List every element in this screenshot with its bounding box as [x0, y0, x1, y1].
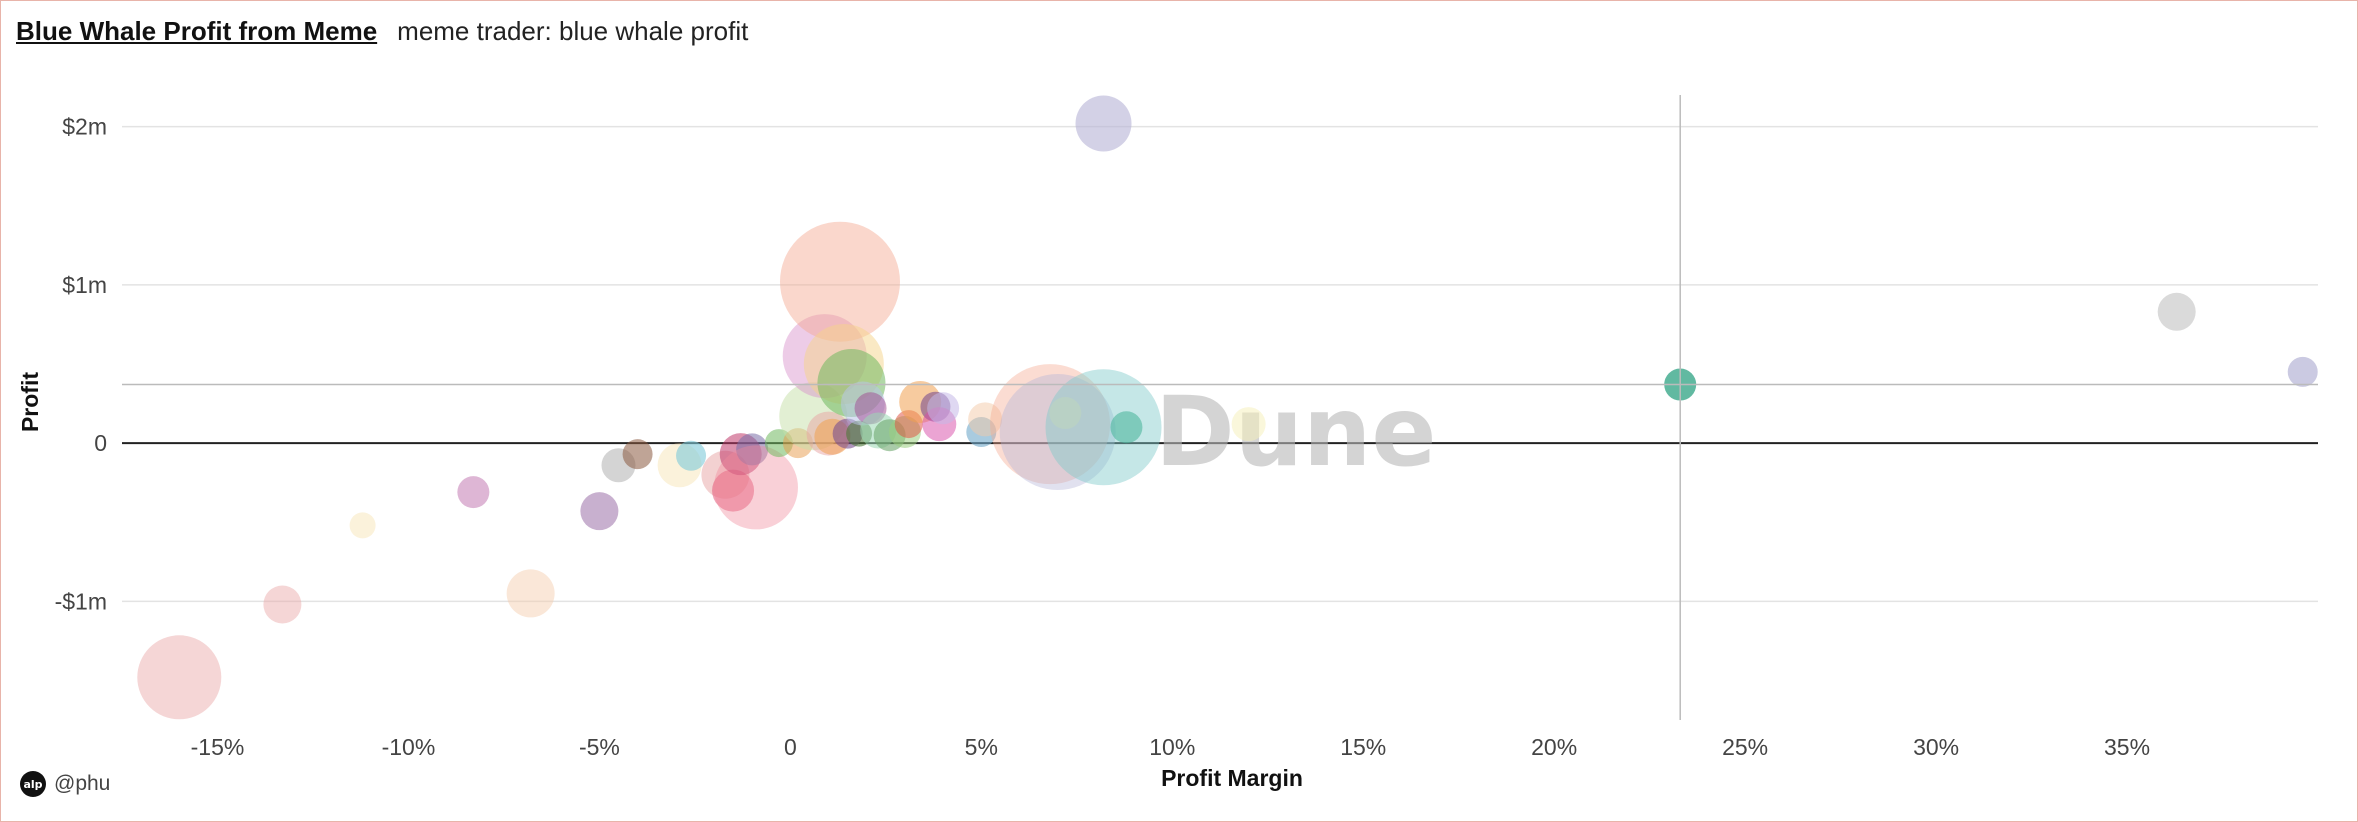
x-axis-ticks: -15% -10% -5% 0 5% 10% 15% 20% 25% 30% 35% [191, 734, 2150, 760]
data-point[interactable] [1231, 407, 1266, 442]
data-point[interactable] [1049, 397, 1082, 430]
chart-title-link[interactable]: Blue Whale Profit from Meme [16, 16, 378, 46]
grid-lines [122, 125, 2318, 603]
data-point[interactable] [779, 221, 900, 342]
data-point[interactable] [736, 433, 769, 466]
data-point[interactable] [990, 364, 1111, 485]
data-point[interactable] [2157, 292, 2196, 331]
dune-watermark: Dune [1155, 376, 1436, 488]
data-point[interactable] [349, 512, 376, 539]
x-tick-label: 5% [965, 734, 998, 760]
y-axis-title: Profit [17, 372, 43, 432]
x-tick-label: 25% [1722, 734, 1768, 760]
x-tick-label: 20% [1531, 734, 1577, 760]
data-point[interactable] [712, 469, 755, 512]
data-point[interactable] [137, 635, 222, 720]
data-point[interactable] [457, 476, 490, 509]
data-point[interactable] [1075, 95, 1132, 152]
footer: alp @phu [20, 771, 110, 797]
data-point[interactable] [999, 374, 1116, 491]
data-point[interactable] [2287, 356, 2318, 387]
author-avatar[interactable]: alp [20, 771, 46, 797]
x-tick-label: 15% [1340, 734, 1386, 760]
data-point[interactable] [676, 440, 707, 471]
data-point[interactable] [263, 585, 302, 624]
author-handle[interactable]: @phu [54, 772, 111, 795]
chart-subtitle: meme trader: blue whale profit [397, 16, 749, 46]
x-tick-label: 30% [1913, 734, 1959, 760]
x-axis-title: Profit Margin [1161, 765, 1303, 791]
data-point[interactable] [713, 445, 798, 530]
y-axis-ticks: $2m $1m 0 -$1m [55, 114, 107, 615]
x-tick-label: 0 [784, 734, 797, 760]
x-tick-label: 35% [2104, 734, 2150, 760]
data-points[interactable] [137, 95, 2318, 720]
data-point[interactable] [968, 402, 1003, 437]
data-point[interactable] [927, 392, 960, 425]
data-point[interactable] [622, 439, 653, 470]
data-point[interactable] [580, 492, 619, 531]
x-tick-label: -5% [579, 734, 620, 760]
data-point[interactable] [1045, 369, 1162, 486]
hover-crosshair [122, 95, 2318, 720]
x-tick-label: -15% [191, 734, 245, 760]
y-tick-label: 0 [94, 430, 107, 456]
x-tick-label: 10% [1149, 734, 1195, 760]
chart-header: Blue Whale Profit from Meme meme trader:… [16, 16, 748, 47]
y-tick-label: $1m [62, 272, 107, 298]
data-point[interactable] [1110, 411, 1143, 444]
y-tick-label: -$1m [55, 588, 107, 614]
data-point[interactable] [506, 569, 555, 618]
y-tick-label: $2m [62, 114, 107, 140]
x-tick-label: -10% [382, 734, 436, 760]
